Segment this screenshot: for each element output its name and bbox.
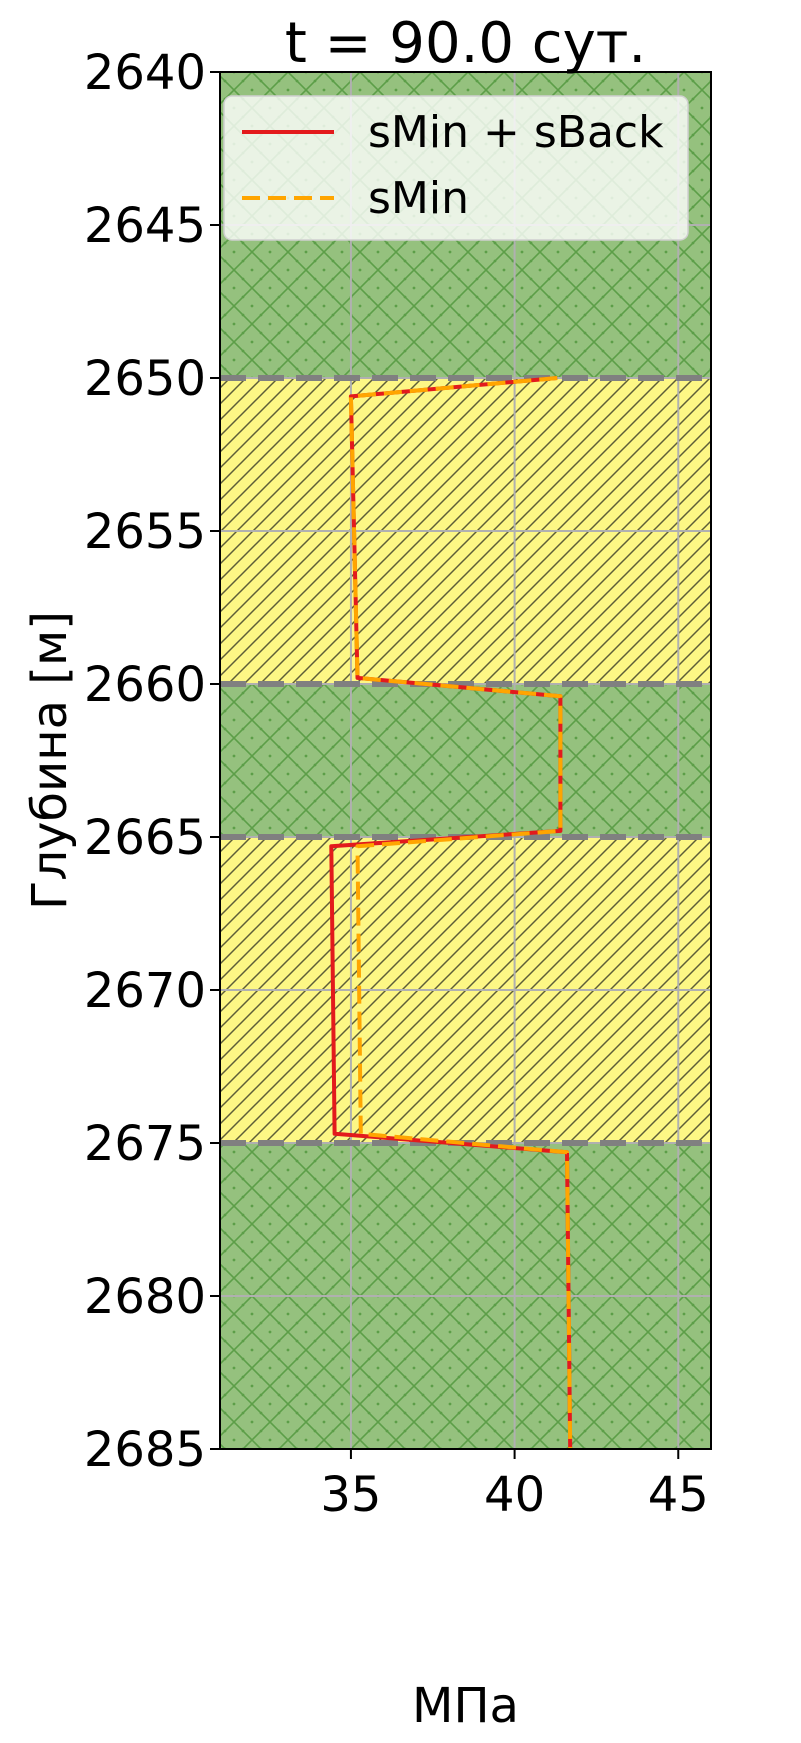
y-tick-label-2670: 2670 <box>84 963 206 1019</box>
rock-layers <box>220 72 711 1449</box>
chart-title: t = 90.0 сут. <box>285 11 646 76</box>
legend-box <box>223 95 689 241</box>
legend-entry-smin-sback: sMin + sBack <box>368 107 664 158</box>
layer-green-2 <box>220 684 711 837</box>
x-tick-label-35: 35 <box>320 1467 381 1523</box>
series-line-1 <box>348 376 573 1449</box>
series-lines <box>329 376 573 1449</box>
y-axis-label: Глубина [м] <box>22 611 78 910</box>
y-tick-label-2685: 2685 <box>84 1422 206 1478</box>
y-tick-label-2650: 2650 <box>84 351 206 407</box>
y-tick-label-2645: 2645 <box>84 198 206 254</box>
y-tick-label-2660: 2660 <box>84 657 206 713</box>
grid-lines <box>220 72 711 1449</box>
legend: sMin + sBack sMin <box>223 95 689 241</box>
x-axis-label: МПа <box>412 1678 519 1734</box>
x-axis-ticks: 35 40 45 <box>320 1449 709 1523</box>
x-tick-label-40: 40 <box>484 1467 545 1523</box>
y-tick-label-2665: 2665 <box>84 810 206 866</box>
y-tick-label-2640: 2640 <box>84 45 206 101</box>
y-axis-ticks: 2640 2645 2650 2655 2660 2665 2670 2675 2680 2685 <box>84 45 220 1478</box>
y-tick-label-2680: 2680 <box>84 1269 206 1325</box>
y-tick-label-2655: 2655 <box>84 504 206 560</box>
y-tick-label-2675: 2675 <box>84 1116 206 1172</box>
x-tick-label-45: 45 <box>648 1467 709 1523</box>
legend-entry-smin: sMin <box>368 173 469 224</box>
plot-frame <box>219 71 712 1450</box>
